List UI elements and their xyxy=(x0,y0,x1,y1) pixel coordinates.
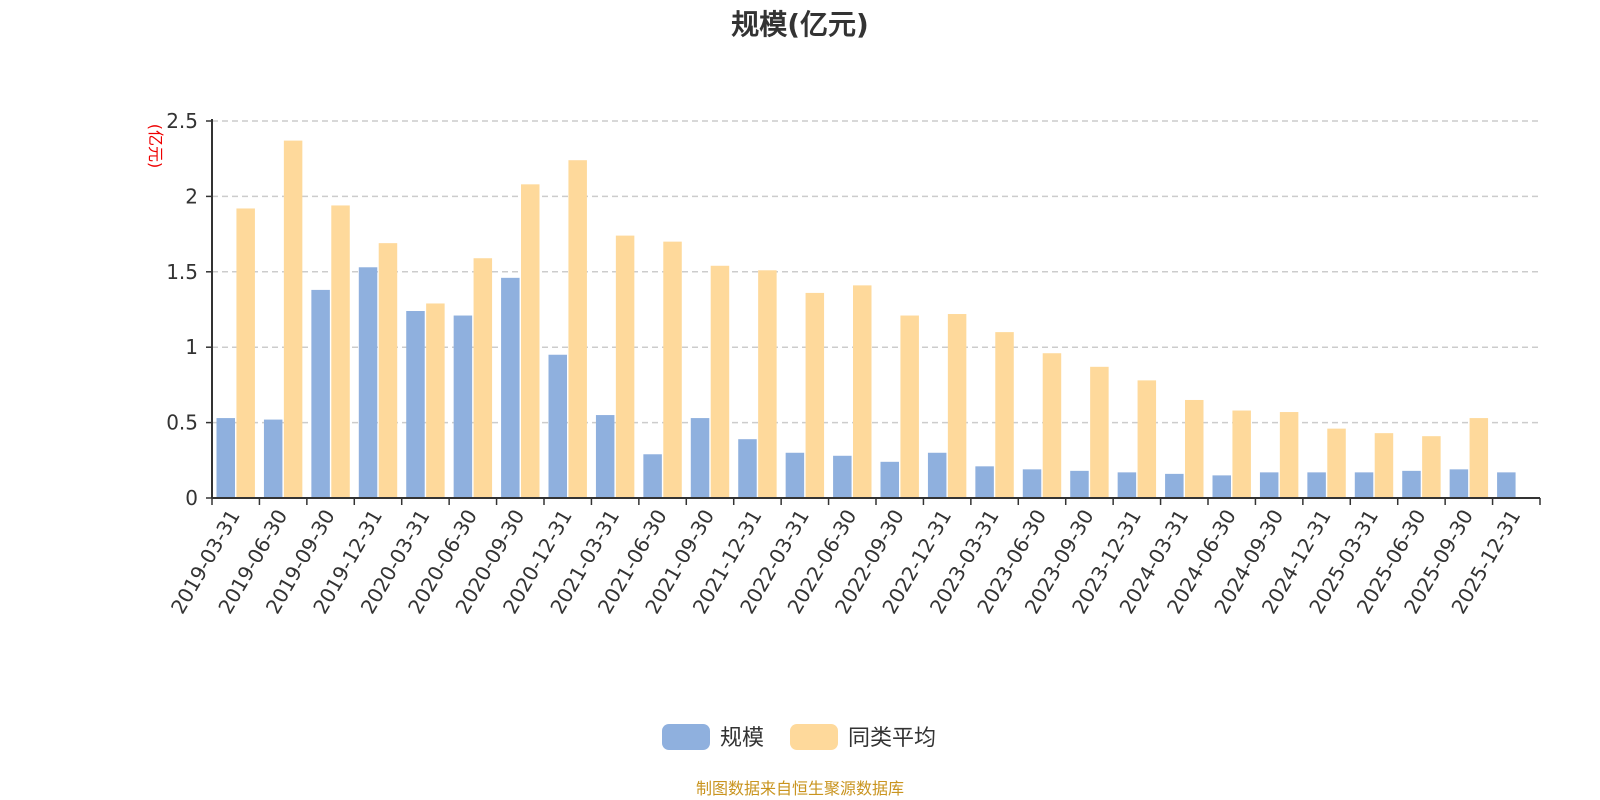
bar-series-1-2023-09-30 xyxy=(1090,366,1109,498)
bar-series-1-2019-03-31 xyxy=(236,208,255,499)
bar-series-0-2024-03-31 xyxy=(1165,473,1184,498)
legend-swatch-peer-average[interactable] xyxy=(790,724,838,750)
bar-series-1-2020-12-31 xyxy=(568,160,587,498)
bar-series-0-2025-09-30 xyxy=(1449,469,1469,498)
bar-series-0-2023-12-31 xyxy=(1117,472,1137,498)
bar-series-0-2024-06-30 xyxy=(1212,475,1232,498)
bar-series-1-2022-06-30 xyxy=(852,285,872,498)
bar-series-0-2025-03-31 xyxy=(1354,472,1374,498)
bar-series-1-2021-09-30 xyxy=(710,265,730,498)
bar-series-1-2024-09-30 xyxy=(1279,412,1299,498)
bar-series-0-2024-09-30 xyxy=(1259,472,1279,498)
bar-series-1-2021-06-30 xyxy=(663,241,682,498)
bar-series-1-2024-12-31 xyxy=(1327,428,1346,498)
bar-series-0-2019-06-30 xyxy=(263,419,283,498)
y-axis-unit-label: (亿元) xyxy=(146,124,165,169)
bar-series-0-2022-06-30 xyxy=(833,455,852,498)
bar-series-0-2021-03-31 xyxy=(595,415,615,498)
legend-label-scale[interactable]: 规模 xyxy=(720,726,764,751)
y-tick-label-4: 2 xyxy=(185,184,198,208)
bar-series-0-2021-12-31 xyxy=(738,439,757,498)
bars xyxy=(216,140,1516,499)
bar-series-0-2024-12-31 xyxy=(1307,472,1326,498)
bar-series-1-2019-09-30 xyxy=(331,205,350,498)
bar-series-0-2020-03-31 xyxy=(406,311,425,498)
y-tick-labels: 0 0.5 1 1.5 2 2.5 xyxy=(166,109,212,510)
y-tick-label-3: 1.5 xyxy=(166,260,198,284)
bar-series-0-2025-06-30 xyxy=(1402,470,1421,498)
bar-series-1-2025-03-31 xyxy=(1374,433,1394,498)
legend[interactable]: 规模 同类平均 xyxy=(662,724,936,751)
legend-label-peer-average[interactable]: 同类平均 xyxy=(848,726,936,751)
bar-series-0-2020-12-31 xyxy=(548,354,568,498)
bar-series-1-2024-03-31 xyxy=(1184,399,1204,498)
bar-series-0-2022-12-31 xyxy=(927,452,947,498)
bar-series-1-2019-12-31 xyxy=(378,243,398,498)
legend-swatch-scale[interactable] xyxy=(662,724,710,750)
bar-series-0-2020-06-30 xyxy=(453,315,473,498)
bar-series-0-2021-09-30 xyxy=(690,418,710,498)
x-tick-labels: 2019-03-312019-06-302019-09-302019-12-31… xyxy=(166,498,1541,618)
bar-series-1-2019-06-30 xyxy=(283,140,303,498)
bar-series-1-2024-06-30 xyxy=(1232,410,1251,498)
bar-series-1-2022-09-30 xyxy=(900,315,919,498)
bar-series-1-2020-09-30 xyxy=(520,184,540,498)
y-tick-label-1: 0.5 xyxy=(166,411,198,435)
bar-series-1-2023-06-30 xyxy=(1042,353,1062,498)
bar-series-1-2021-03-31 xyxy=(615,235,635,498)
y-tick-label-0: 0 xyxy=(185,486,198,510)
bar-series-1-2020-06-30 xyxy=(473,258,493,498)
bar-series-0-2019-12-31 xyxy=(358,267,378,498)
bar-series-0-2023-09-30 xyxy=(1070,470,1089,498)
bar-series-1-2023-03-31 xyxy=(995,332,1014,498)
bar-series-1-2022-03-31 xyxy=(805,292,825,498)
bar-series-1-2020-03-31 xyxy=(426,303,445,498)
bar-series-0-2020-09-30 xyxy=(501,277,520,498)
bar-series-0-2022-03-31 xyxy=(785,452,805,498)
bar-series-1-2023-12-31 xyxy=(1137,380,1157,498)
bar-series-1-2025-09-30 xyxy=(1469,418,1489,498)
bar-series-0-2025-12-31 xyxy=(1497,472,1516,498)
y-tick-label-5: 2.5 xyxy=(166,109,198,133)
bar-series-0-2023-03-31 xyxy=(975,466,994,498)
y-tick-label-2: 1 xyxy=(185,335,198,359)
bar-series-0-2022-09-30 xyxy=(880,461,900,498)
bar-series-1-2025-06-30 xyxy=(1422,436,1441,498)
bar-series-0-2021-06-30 xyxy=(643,454,662,498)
bar-series-1-2022-12-31 xyxy=(947,314,967,498)
bar-series-1-2021-12-31 xyxy=(758,270,777,498)
bar-series-0-2019-09-30 xyxy=(311,289,330,498)
data-source-note: 制图数据来自恒生聚源数据库 xyxy=(696,779,904,798)
bar-series-0-2023-06-30 xyxy=(1022,469,1042,498)
bar-series-0-2019-03-31 xyxy=(216,418,236,498)
chart-title: 规模(亿元) xyxy=(731,8,869,41)
